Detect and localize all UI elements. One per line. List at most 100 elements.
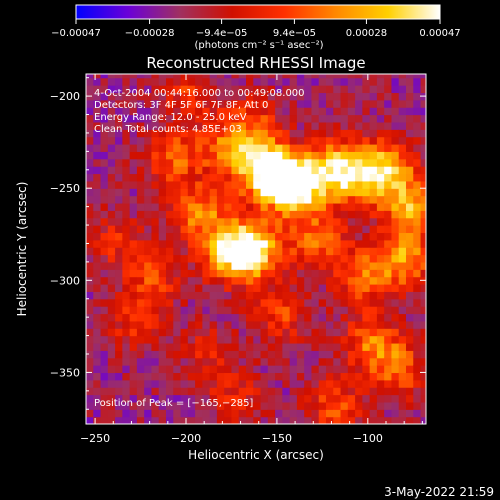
- heatmap-cell: [173, 77, 182, 86]
- heatmap-cell: [282, 107, 291, 116]
- heatmap-cell: [122, 401, 131, 410]
- heatmap-cell: [398, 107, 407, 116]
- heatmap-cell: [136, 298, 145, 307]
- heatmap-cell: [267, 121, 276, 130]
- heatmap-cell: [347, 284, 356, 292]
- heatmap-cell: [420, 313, 426, 322]
- heatmap-cell: [398, 313, 407, 322]
- heatmap-cell: [180, 99, 189, 108]
- heatmap-cell: [369, 342, 378, 351]
- heatmap-cell: [347, 394, 356, 403]
- heatmap-cell: [355, 85, 363, 94]
- heatmap-cell: [406, 144, 414, 152]
- heatmap-cell: [311, 306, 320, 315]
- heatmap-cell: [275, 92, 283, 101]
- heatmap-cell: [296, 74, 305, 79]
- heatmap-cell: [275, 409, 283, 418]
- heatmap-cell: [173, 269, 182, 278]
- heatmap-cell: [296, 306, 305, 315]
- heatmap-cell: [136, 313, 145, 322]
- heatmap-cell: [202, 365, 211, 374]
- heatmap-cell: [100, 342, 109, 351]
- heatmap-cell: [296, 151, 305, 160]
- heatmap-cell: [187, 247, 196, 256]
- heatmap-cell: [129, 306, 138, 315]
- heatmap-cell: [333, 225, 342, 234]
- heatmap-cell: [202, 298, 211, 307]
- heatmap-cell: [129, 328, 138, 337]
- heatmap-cell: [246, 74, 254, 79]
- heatmap-cell: [187, 372, 196, 381]
- heatmap-cell: [151, 306, 160, 315]
- info-line-counts: Clean Total counts: 4.85E+03: [94, 124, 242, 135]
- heatmap-cell: [391, 85, 400, 94]
- heatmap-cell: [267, 416, 276, 424]
- heatmap-cell: [86, 99, 94, 108]
- heatmap-cell: [376, 379, 385, 388]
- heatmap-cell: [282, 121, 291, 130]
- heatmap-cell: [369, 276, 378, 285]
- heatmap-cell: [86, 180, 94, 189]
- heatmap-cell: [369, 298, 378, 307]
- heatmap-cell: [260, 225, 269, 234]
- heatmap-cell: [304, 335, 313, 344]
- heatmap-cell: [187, 77, 196, 86]
- heatmap-cell: [289, 284, 298, 292]
- heatmap-cell: [216, 210, 225, 219]
- heatmap-cell: [253, 254, 262, 263]
- heatmap-cell: [362, 92, 371, 101]
- heatmap-cell: [326, 85, 334, 94]
- heatmap-cell: [180, 291, 189, 300]
- heatmap-cell: [304, 379, 313, 388]
- heatmap-cell: [195, 173, 203, 182]
- heatmap-cell: [100, 365, 109, 374]
- heatmap-cell: [173, 320, 182, 329]
- heatmap-cell: [238, 357, 247, 366]
- heatmap-cell: [384, 202, 393, 211]
- heatmap-cell: [340, 202, 349, 211]
- heatmap-cell: [173, 210, 182, 219]
- heatmap-cell: [231, 121, 240, 130]
- heatmap-cell: [187, 225, 196, 234]
- heatmap-cell: [289, 342, 298, 351]
- heatmap-cell: [166, 254, 174, 263]
- heatmap-cell: [406, 247, 414, 256]
- heatmap-cell: [173, 195, 182, 204]
- heatmap-cell: [267, 77, 276, 86]
- heatmap-cell: [406, 85, 414, 94]
- heatmap-cell: [100, 239, 109, 248]
- heatmap-cell: [246, 372, 254, 381]
- heatmap-cell: [275, 298, 283, 307]
- heatmap-cell: [326, 350, 334, 359]
- heatmap-cell: [296, 276, 305, 285]
- heatmap-cell: [238, 409, 247, 418]
- heatmap-cell: [296, 284, 305, 292]
- heatmap-cell: [355, 365, 363, 374]
- heatmap-cell: [253, 99, 262, 108]
- heatmap-cell: [384, 401, 393, 410]
- heatmap-cell: [260, 217, 269, 226]
- heatmap-cell: [115, 239, 123, 248]
- heatmap-cell: [282, 74, 291, 79]
- heatmap-cell: [391, 291, 400, 300]
- heatmap-cell: [260, 261, 269, 270]
- heatmap-cell: [304, 180, 313, 189]
- heatmap-cell: [122, 195, 131, 204]
- heatmap-cell: [187, 254, 196, 263]
- heatmap-cell: [326, 298, 334, 307]
- heatmap-cell: [224, 121, 233, 130]
- heatmap-cell: [260, 92, 269, 101]
- heatmap-cell: [195, 335, 203, 344]
- heatmap-cell: [231, 306, 240, 315]
- heatmap-cell: [180, 129, 189, 138]
- heatmap-cell: [216, 350, 225, 359]
- heatmap-cell: [398, 239, 407, 248]
- heatmap-cell: [246, 144, 254, 152]
- heatmap-cell: [413, 254, 422, 263]
- heatmap-cell: [384, 335, 393, 344]
- heatmap-cell: [246, 225, 254, 234]
- heatmap-cell: [86, 247, 94, 256]
- heatmap-cell: [166, 232, 174, 241]
- heatmap-cell: [420, 121, 426, 130]
- heatmap-cell: [253, 239, 262, 248]
